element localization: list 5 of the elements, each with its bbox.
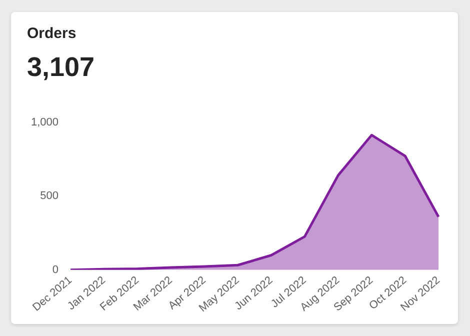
y-tick-label: 0	[52, 264, 59, 276]
y-tick-label: 1,000	[30, 116, 59, 129]
chart-title: Orders	[27, 25, 76, 42]
y-tick-label: 500	[40, 190, 59, 202]
chart-subtitle: 3,107	[27, 52, 95, 83]
